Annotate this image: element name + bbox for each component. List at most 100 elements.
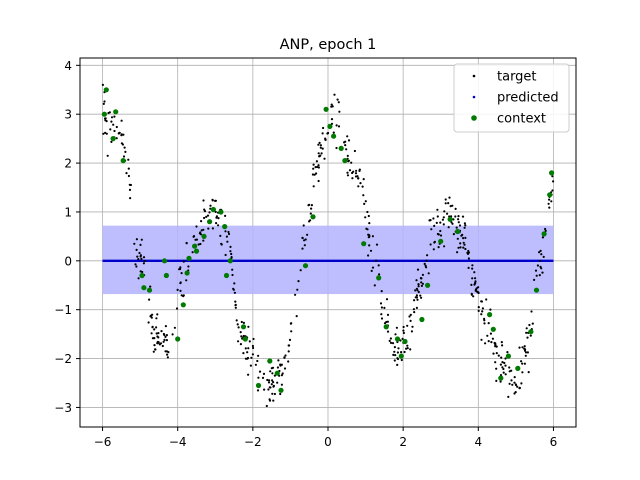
target-point <box>477 286 480 289</box>
target-point <box>444 198 447 201</box>
target-point <box>182 295 185 298</box>
target-point <box>500 341 503 344</box>
target-point <box>152 350 155 353</box>
context-point <box>547 192 553 198</box>
target-point <box>394 354 397 357</box>
target-point <box>526 351 530 354</box>
context-point <box>425 282 431 288</box>
target-point <box>459 242 462 245</box>
target-point <box>303 239 306 242</box>
target-point <box>396 351 399 354</box>
target-point <box>185 279 188 282</box>
target-point <box>273 392 276 396</box>
target-point <box>375 243 379 246</box>
target-point <box>420 284 423 287</box>
target-point <box>416 289 419 292</box>
target-point <box>371 266 375 269</box>
target-point <box>552 180 555 183</box>
target-point <box>406 324 409 327</box>
target-point <box>173 326 176 329</box>
context-point <box>533 287 540 293</box>
target-point <box>139 254 142 257</box>
target-point <box>127 167 130 170</box>
target-point <box>421 273 424 276</box>
target-point <box>110 140 113 143</box>
target-point <box>143 260 146 263</box>
target-point <box>277 359 280 362</box>
target-point <box>524 351 528 354</box>
target-point <box>191 251 194 254</box>
target-point <box>197 243 200 246</box>
target-point <box>419 294 422 297</box>
target-point <box>508 366 511 369</box>
target-point <box>362 194 365 197</box>
legend: target predicted context <box>453 63 570 133</box>
target-point <box>510 379 513 382</box>
target-point <box>362 178 365 181</box>
target-point <box>166 356 169 359</box>
target-point <box>520 360 523 363</box>
target-point <box>508 382 511 385</box>
target-point <box>467 257 470 260</box>
target-point <box>402 331 405 335</box>
legend-label-predicted: predicted <box>497 91 559 106</box>
target-point <box>163 333 166 337</box>
target-point <box>346 154 349 157</box>
target-point <box>504 357 507 360</box>
target-point <box>135 265 138 268</box>
target-point <box>524 354 527 357</box>
target-point <box>318 155 321 158</box>
target-point <box>447 202 450 205</box>
target-point <box>266 378 269 382</box>
target-point <box>393 346 396 349</box>
target-point <box>268 379 271 382</box>
target-point <box>520 382 523 385</box>
target-point <box>297 280 300 283</box>
target-point <box>301 236 304 240</box>
context-point <box>398 353 404 359</box>
context-point <box>278 387 284 393</box>
target-point <box>430 228 433 231</box>
target-point <box>195 225 198 228</box>
target-point <box>103 100 106 103</box>
target-point <box>366 210 369 214</box>
target-point <box>379 302 383 305</box>
target-point <box>368 222 371 225</box>
target-point <box>363 202 366 205</box>
context-point <box>103 87 109 93</box>
target-point <box>544 227 547 231</box>
target-point <box>409 348 412 351</box>
context-point <box>186 255 192 261</box>
target-point <box>127 158 130 161</box>
legend-label-target: target <box>497 70 537 85</box>
plot-series <box>101 83 555 408</box>
legend-label-context: context <box>497 112 546 127</box>
target-point <box>151 325 154 328</box>
target-point <box>267 388 270 391</box>
target-point <box>271 372 274 375</box>
target-point <box>240 320 243 324</box>
target-point <box>219 234 222 237</box>
target-point <box>135 248 138 251</box>
target-point <box>330 103 333 106</box>
target-point <box>536 264 540 267</box>
y-tick-label: 2 <box>64 157 72 171</box>
target-point <box>433 224 436 227</box>
target-point <box>415 279 418 282</box>
target-point <box>416 268 420 271</box>
target-point <box>138 251 141 255</box>
target-point <box>477 291 480 295</box>
target-point <box>485 298 488 301</box>
context-point <box>201 233 207 239</box>
target-point <box>178 268 181 271</box>
target-point <box>272 381 275 384</box>
target-point <box>207 227 210 230</box>
context-point <box>455 228 461 235</box>
target-point <box>337 125 341 128</box>
target-point <box>175 307 179 310</box>
target-point <box>335 124 338 127</box>
target-point <box>480 300 483 303</box>
target-point <box>487 322 490 325</box>
target-point <box>539 259 542 262</box>
x-tick-label: 4 <box>474 435 482 449</box>
